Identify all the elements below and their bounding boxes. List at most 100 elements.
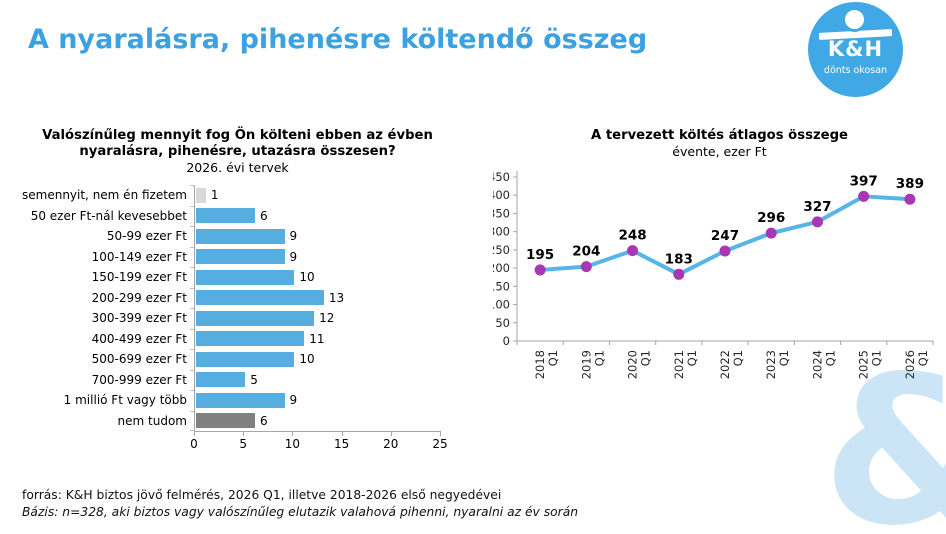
bar-track: 5 xyxy=(196,372,465,388)
bar-category-label: nem tudom xyxy=(117,413,187,428)
bar xyxy=(196,249,285,265)
data-point-marker xyxy=(858,190,870,202)
bar-value-label: 13 xyxy=(328,290,345,305)
x-axis-category-label: 2020Q1 xyxy=(626,350,653,379)
line-chart-subtitle: évente, ezer Ft xyxy=(672,144,767,159)
bar xyxy=(196,372,246,388)
x-axis-tick xyxy=(243,432,245,436)
bar-track: 9 xyxy=(196,249,465,265)
x-axis-tick-label: 5 xyxy=(239,437,248,451)
bar-value-label: 12 xyxy=(319,311,335,326)
ampersand-watermark: & xyxy=(822,350,946,534)
bar-category-label: 300-399 ezer Ft xyxy=(91,311,187,326)
data-point-marker xyxy=(904,193,916,205)
footer-basis: Bázis: n=328, aki biztos vagy valószínűl… xyxy=(22,504,579,519)
data-point-label: 195 xyxy=(526,247,554,263)
bar-row: nem tudom 6 xyxy=(10,411,465,432)
data-point-marker xyxy=(719,245,731,257)
bar-row: 200-299 ezer Ft 13 xyxy=(10,288,465,309)
footer-source: forrás: K&H biztos jövő felmérés, 2026 Q… xyxy=(22,488,502,502)
bar-row: 100-149 ezer Ft 9 xyxy=(10,247,465,268)
x-axis-category-label: 2026Q1 xyxy=(903,350,930,379)
bar-value-label: 10 xyxy=(299,352,315,367)
bar-track: 6 xyxy=(196,208,465,224)
x-axis-category-label: 2025Q1 xyxy=(857,350,884,379)
bar xyxy=(196,331,305,347)
data-point-marker xyxy=(627,245,639,257)
y-axis-tick-label: 450 xyxy=(493,170,510,184)
line-chart: A tervezett költés átlagos összege évent… xyxy=(493,128,946,419)
y-axis-tick-label: 100 xyxy=(493,298,510,312)
bar-track: 13 xyxy=(196,290,465,306)
x-axis-tick xyxy=(341,432,343,436)
x-axis-tick xyxy=(194,432,195,436)
data-point-marker xyxy=(673,268,685,280)
data-point-label: 204 xyxy=(572,244,600,260)
bar xyxy=(196,351,295,367)
data-point-label: 247 xyxy=(711,228,739,244)
bar xyxy=(196,290,324,306)
data-point-label: 327 xyxy=(803,199,831,215)
bar-row: 50-99 ezer Ft 9 xyxy=(10,226,465,247)
bar-row: 150-199 ezer Ft 10 xyxy=(10,267,465,288)
x-axis-category-label: 2018Q1 xyxy=(533,350,560,379)
bar-track: 1 xyxy=(196,187,465,203)
bar-chart-x-axis: 0 5 10 15 20 25 xyxy=(190,432,448,454)
bar-row: 700-999 ezer Ft 5 xyxy=(10,370,465,391)
bar-value-label: 9 xyxy=(289,229,298,244)
logo-person-head-icon xyxy=(842,7,867,32)
y-axis-tick-label: 300 xyxy=(493,225,510,239)
x-axis-category-label: 2021Q1 xyxy=(672,350,699,379)
bar-category-label: 50 ezer Ft-nál kevesebbet xyxy=(30,208,187,223)
bar-category-label: 500-699 ezer Ft xyxy=(91,352,187,367)
x-axis-category-label: 2024Q1 xyxy=(810,350,837,379)
bar-chart-rows: semennyit, nem én fizetem 1 50 ezer Ft-nál… xyxy=(10,185,465,431)
bar-track: 11 xyxy=(196,331,465,347)
data-point-label: 296 xyxy=(757,210,785,226)
bar-category-label: 1 millió Ft vagy több xyxy=(63,393,187,408)
line-chart-svg: 0 50 100 150 200 250 300 350 400 450 2018Q1 2019Q1 2… xyxy=(493,170,934,379)
y-axis-tick-label: 50 xyxy=(495,316,510,330)
bar xyxy=(196,208,256,224)
data-point-label: 389 xyxy=(896,176,924,192)
bar-value-label: 6 xyxy=(260,208,268,223)
x-axis-tick xyxy=(292,432,294,436)
line-chart-title: A tervezett költés átlagos összege xyxy=(591,128,848,143)
y-axis-tick-label: 400 xyxy=(493,188,510,202)
bar-track: 12 xyxy=(196,310,465,326)
x-axis-category-label: 2022Q1 xyxy=(718,350,745,379)
bar-category-label: 200-299 ezer Ft xyxy=(91,290,187,305)
x-axis-tick-label: 20 xyxy=(383,437,399,451)
bar-value-label: 11 xyxy=(309,331,325,346)
bar-row: 1 millió Ft vagy több 9 xyxy=(10,390,465,411)
bar-value-label: 6 xyxy=(260,413,268,428)
bar-track: 6 xyxy=(196,413,465,429)
bar-value-label: 5 xyxy=(250,372,258,387)
bar-value-label: 9 xyxy=(289,393,298,408)
bar xyxy=(196,228,285,244)
bar-track: 9 xyxy=(196,392,465,408)
y-axis-tick-label: 0 xyxy=(503,334,510,348)
y-axis-tick-label: 250 xyxy=(493,243,510,257)
data-point-label: 183 xyxy=(665,251,693,267)
bar-row: 400-499 ezer Ft 11 xyxy=(10,329,465,350)
bar-track: 10 xyxy=(196,351,465,367)
y-axis-tick-label: 200 xyxy=(493,261,510,275)
x-axis-category-label: 2019Q1 xyxy=(579,350,606,379)
bar-track: 10 xyxy=(196,269,465,285)
bar-chart-plot: semennyit, nem én fizetem 1 50 ezer Ft-nál… xyxy=(10,185,465,432)
data-point-label: 397 xyxy=(850,173,878,189)
bar-row: semennyit, nem én fizetem 1 xyxy=(10,185,465,206)
bar-value-label: 9 xyxy=(289,249,298,264)
y-axis-tick-label: 350 xyxy=(493,206,510,220)
x-axis-tick-label: 25 xyxy=(432,437,448,451)
x-axis-tick-label: 10 xyxy=(284,437,301,451)
data-point-marker xyxy=(580,261,592,273)
logo-tagline: dönts okosan xyxy=(823,65,888,76)
bar-category-label: 150-199 ezer Ft xyxy=(91,270,187,285)
page-title: A nyaralásra, pihenésre költendő összeg xyxy=(28,24,648,55)
bar-chart-title: Valószínűleg mennyit fog Ön költeni ebbe… xyxy=(42,128,433,159)
bar-category-label: 100-149 ezer Ft xyxy=(91,249,187,264)
bar-value-label: 10 xyxy=(299,270,315,285)
data-point-marker xyxy=(534,264,546,276)
